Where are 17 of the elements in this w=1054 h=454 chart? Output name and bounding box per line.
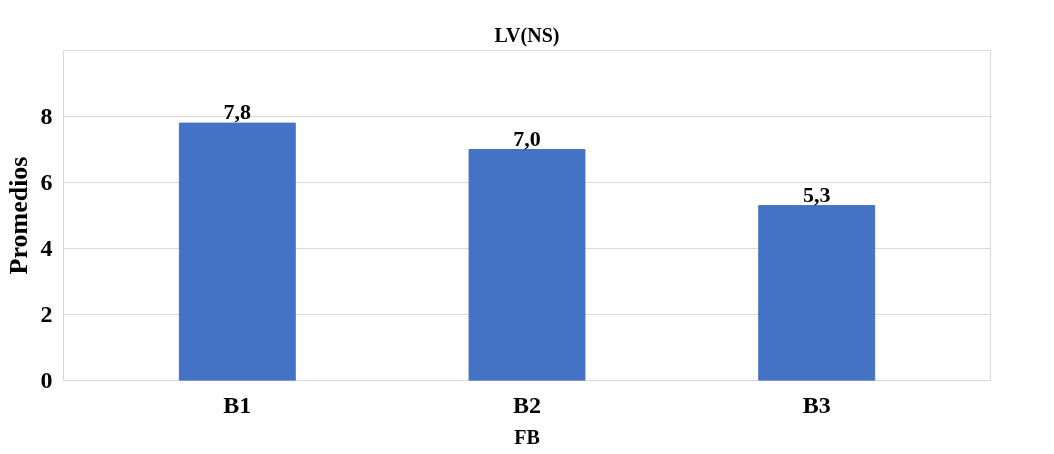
- x-tick-label: B3: [802, 391, 831, 418]
- y-tick-label: 6: [40, 169, 53, 195]
- chart-title: LV(NS): [494, 23, 560, 47]
- x-tick-label: B1: [223, 391, 252, 418]
- y-tick-label: 4: [40, 235, 53, 261]
- x-tick-label: B2: [513, 391, 542, 418]
- data-label: 7,0: [513, 125, 541, 151]
- data-label: 7,8: [223, 99, 252, 125]
- bar: [178, 122, 296, 381]
- y-tick-label: 8: [40, 103, 53, 129]
- y-tick-label: 0: [40, 367, 53, 393]
- bar: [758, 205, 876, 381]
- y-tick-label: 2: [40, 301, 53, 327]
- y-axis-title: Promedios: [3, 156, 33, 275]
- data-label: 5,3: [802, 181, 831, 207]
- bar: [468, 149, 586, 381]
- x-axis-title: FB: [514, 425, 540, 448]
